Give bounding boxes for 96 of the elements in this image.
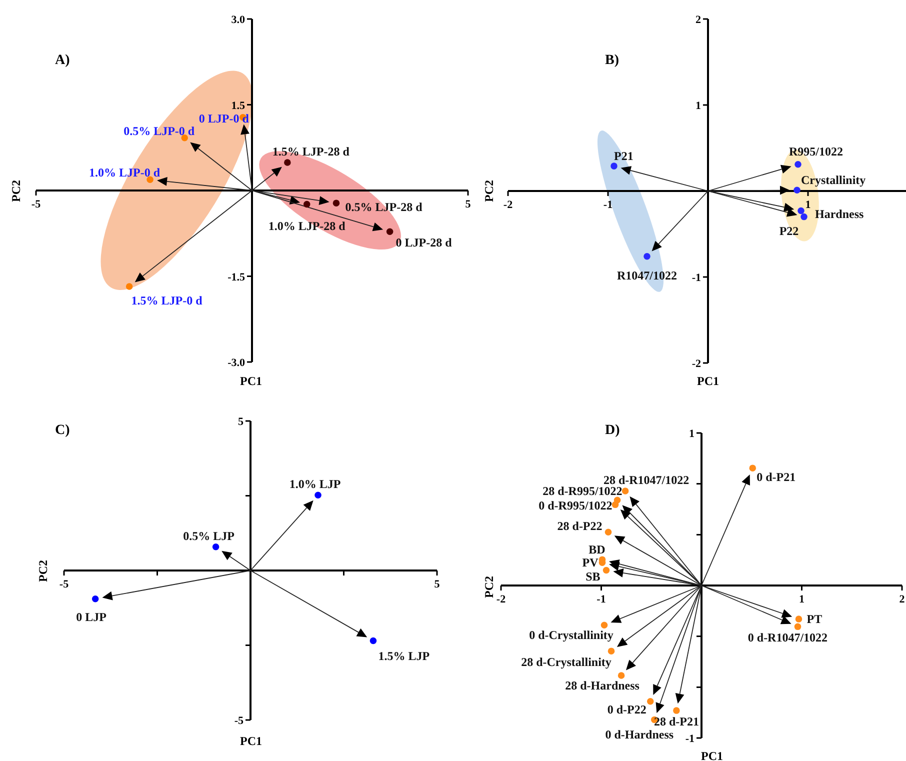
point [618,672,625,679]
chart-title: D) [605,423,620,438]
chart-title: C) [55,423,70,438]
x-tick-label: -2 [503,199,514,211]
annotation: 28 d-Hardness [565,678,640,692]
x-tick-label: 1 [799,594,804,606]
y-tick-label: -3.0 [228,357,246,369]
point [610,162,618,170]
annotation: 1.0% LJP-0 d [89,166,160,180]
x-axis-title: PC1 [240,374,262,388]
point [604,528,612,536]
annotation: 28 d-P21 [654,714,699,729]
x-tick-label: -2 [496,594,506,606]
point [303,200,310,208]
annotation: 0.5% LJP-28 d [345,200,423,214]
annotation: 28 d-R995/1022 [542,484,622,498]
annotation: 0.5% LJP [183,528,234,543]
annotation: 0 d-R1047/1022 [748,630,828,645]
annotation: 28 d-Crystallinity [521,655,612,670]
x-tick-label: 5 [465,198,472,210]
y-tick-label: -1 [692,272,701,284]
x-axis-title: PC1 [240,734,262,748]
point [370,637,377,644]
point [314,492,322,499]
annotation: 0 d-P21 [756,470,796,484]
point [92,596,99,602]
annotation: PV [582,556,599,570]
annotation: 0 d-Crystallinity [529,628,614,642]
point [600,622,608,629]
annotation: 1.0% LJP-28 d [268,219,346,234]
annotation: P21 [614,149,634,164]
annotation: Crystallinity [801,173,866,188]
point [126,283,133,290]
point [798,207,804,214]
annotation: 0 LJP-0 d [198,111,250,126]
y-tick-label: 2 [696,14,702,26]
point [644,252,650,260]
annotation: 1.5% LJP [378,648,430,663]
x-tick-label: -1 [596,594,606,606]
y-axis-title: PC2 [482,180,496,202]
annotation: 28 d-R1047/1022 [603,472,690,487]
point [332,200,340,206]
y-axis-title: PC2 [36,560,50,582]
y-tick-label: 1 [689,428,694,440]
point [646,698,654,705]
point [794,186,800,194]
y-tick-label: -1.5 [228,271,246,284]
annotation: R995/1022 [789,144,843,158]
x-axis-title: PC1 [697,374,719,388]
annotation: SB [586,569,600,584]
y-tick-label: -2 [692,358,702,370]
y-tick-label: 1 [696,100,701,112]
point [795,616,802,622]
point [749,464,756,472]
point [602,566,610,574]
annotation: Hardness [815,206,864,221]
point [608,648,615,654]
point [146,176,154,184]
y-tick-label: 3.0 [231,14,246,26]
annotation: 1.5% LJP-28 d [272,144,350,158]
point [386,228,394,236]
x-tick-label: -1 [603,199,613,211]
annotation: 1.5% LJP-0 d [131,294,203,308]
x-tick-label: 2 [899,594,906,606]
x-tick-label: 1 [805,199,811,211]
point [284,159,291,166]
x-axis-title: PC1 [701,749,723,761]
annotation: PT [806,612,822,626]
point [794,160,802,168]
annotation: P22 [779,224,799,238]
point [612,501,619,508]
annotation: R1047/1022 [617,268,677,282]
point [794,623,802,630]
point [800,213,808,220]
point [622,488,629,494]
y-tick-label: 1.5 [231,100,246,112]
point [673,707,680,714]
annotation: 28 d-P22 [557,519,602,534]
y-axis-title: PC2 [482,576,496,598]
annotation: 0 LJP [76,610,107,624]
annotation: 0 d-R995/1022 [538,498,612,513]
point [181,134,188,142]
text: B) [605,53,620,68]
point [212,544,220,550]
y-tick-label: 5 [238,416,244,428]
annotation: 0 d-P22 [607,702,646,716]
y-axis-title: PC2 [9,180,23,202]
annotation: 0 d-Hardness [605,728,674,742]
annotation: BD [588,542,606,557]
annotation: 0.5% LJP-0 d [124,124,195,138]
text: A) [55,53,70,68]
annotation: 0 LJP-28 d [396,236,452,250]
y-tick-label: -1 [685,733,694,745]
x-tick-label: -5 [31,198,42,210]
annotation: 1.0% LJP [289,477,341,492]
y-tick-label: -5 [234,715,244,727]
